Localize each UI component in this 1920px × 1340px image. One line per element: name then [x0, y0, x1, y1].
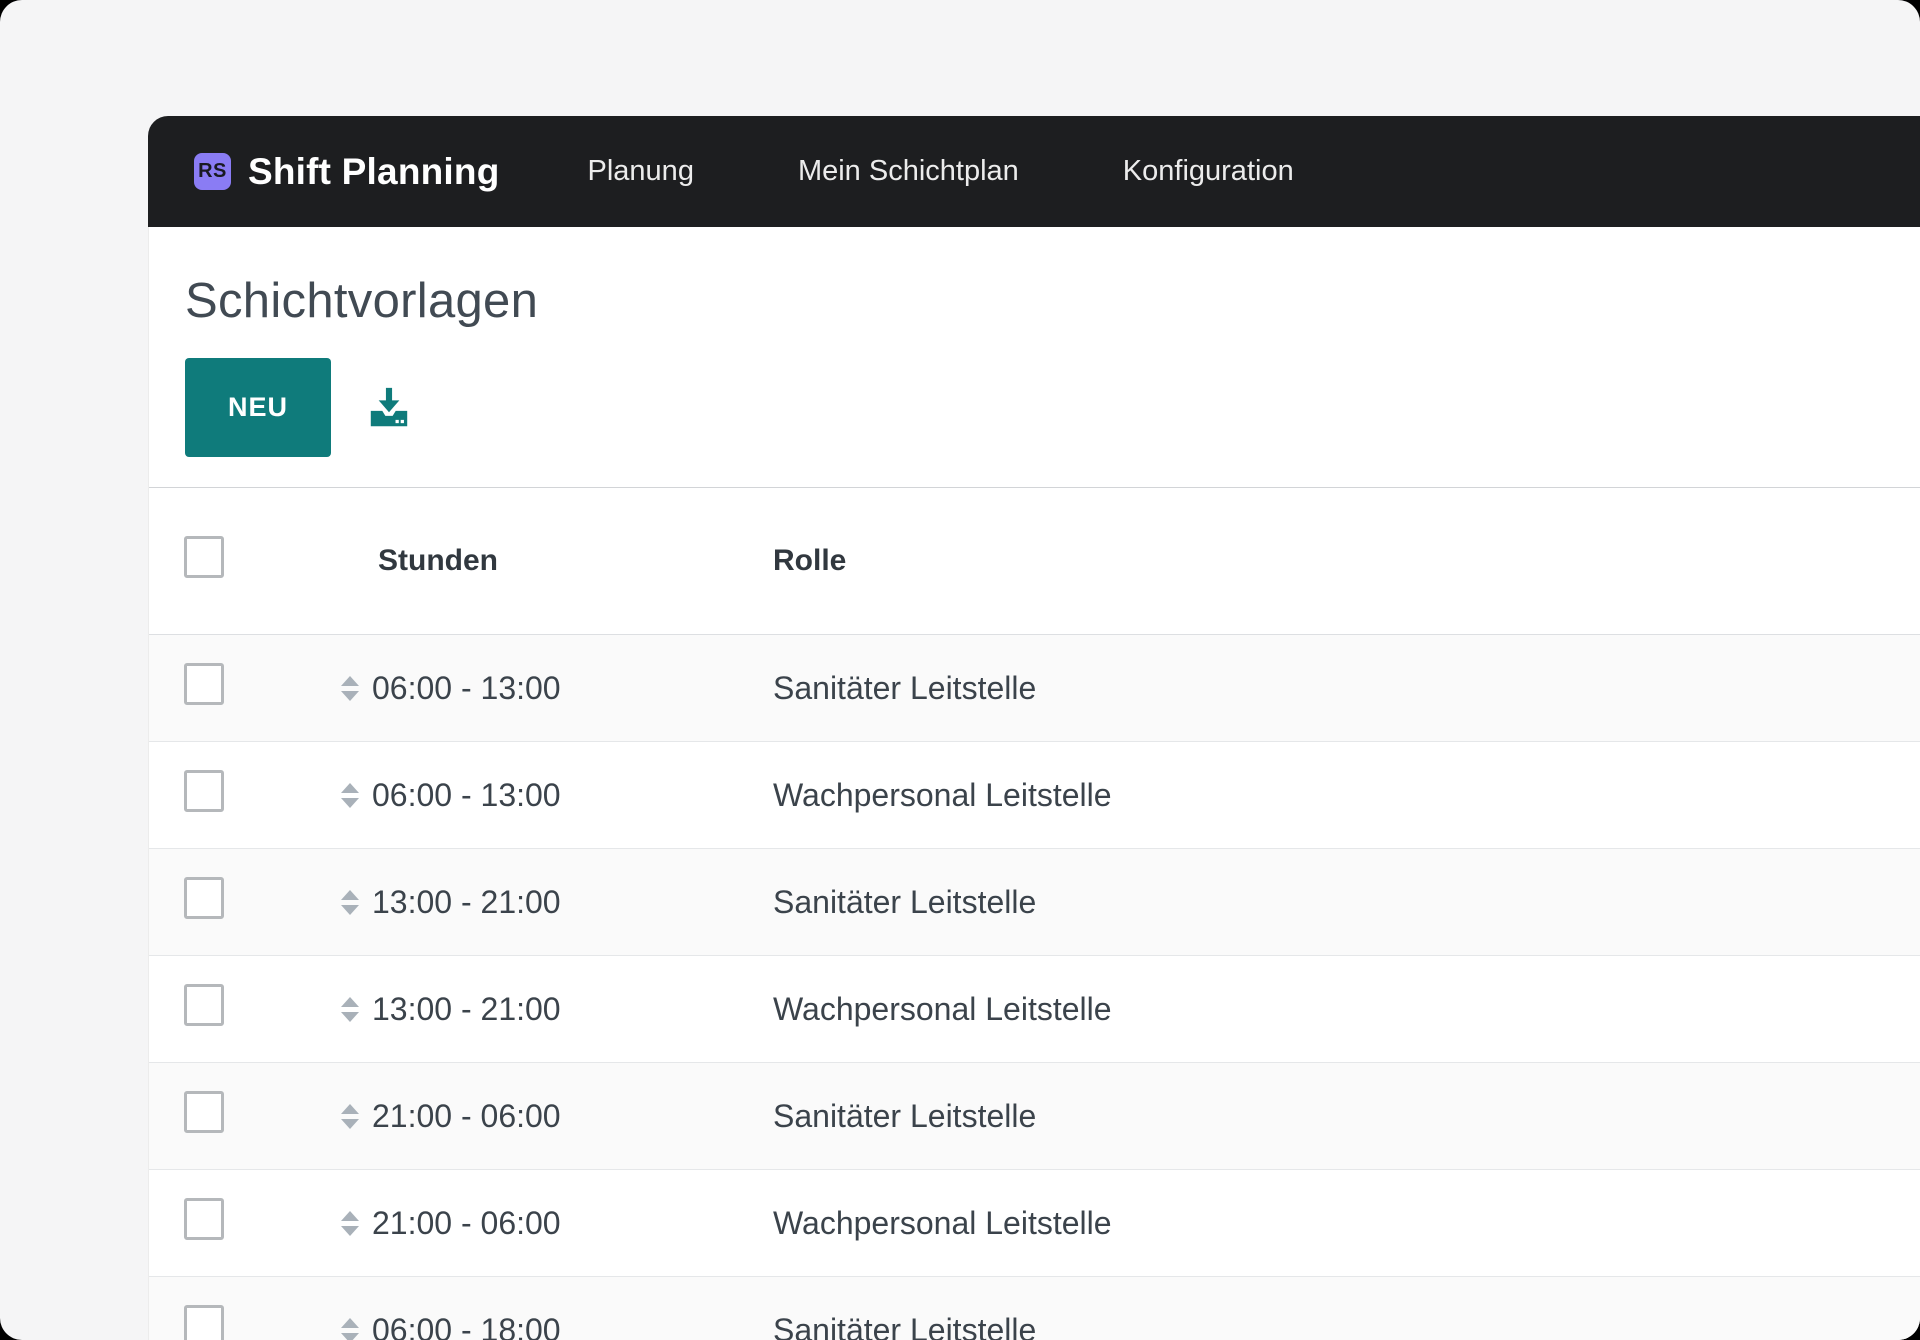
row-checkbox[interactable] [184, 877, 224, 919]
nav-item-planung[interactable]: Planung [587, 155, 694, 187]
row-role: Wachpersonal Leitstelle [772, 1169, 1920, 1277]
main-content: Schichtvorlagen NEU Stunden Rolle [148, 227, 1920, 1340]
row-checkbox[interactable] [184, 1091, 224, 1133]
table-row[interactable]: 21:00 - 06:00 Sanitäter Leitstelle [149, 1062, 1920, 1170]
sort-handle-icon[interactable] [341, 889, 359, 915]
row-hours: 13:00 - 21:00 [372, 883, 561, 920]
row-hours: 21:00 - 06:00 [372, 1204, 561, 1241]
row-checkbox[interactable] [184, 770, 224, 812]
row-hours: 21:00 - 06:00 [372, 1097, 561, 1134]
row-checkbox[interactable] [184, 984, 224, 1026]
sort-handle-icon[interactable] [341, 1317, 359, 1340]
table-row[interactable]: 06:00 - 18:00 Sanitäter Leitstelle [149, 1276, 1920, 1340]
row-checkbox[interactable] [184, 1305, 224, 1340]
table-row[interactable]: 06:00 - 13:00 Wachpersonal Leitstelle [149, 741, 1920, 849]
brand-link[interactable]: RS Shift Planning [194, 151, 500, 193]
sort-handle-icon[interactable] [341, 996, 359, 1022]
table-header-row: Stunden Rolle [149, 487, 1920, 635]
row-hours: 06:00 - 13:00 [372, 669, 561, 706]
toolbar: NEU [185, 358, 1920, 457]
row-hours: 06:00 - 18:00 [372, 1311, 561, 1340]
nav-item-konfiguration[interactable]: Konfiguration [1122, 155, 1294, 187]
main-nav: Planung Mein Schichtplan Konfiguration [588, 155, 1294, 188]
page-title: Schichtvorlagen [185, 274, 539, 328]
top-navbar: RS Shift Planning Planung Mein Schichtpl… [148, 116, 1920, 227]
sort-handle-icon[interactable] [341, 1210, 359, 1236]
row-role: Sanitäter Leitstelle [772, 1276, 1920, 1340]
row-role: Wachpersonal Leitstelle [772, 741, 1920, 849]
row-role: Wachpersonal Leitstelle [772, 955, 1920, 1063]
row-role: Sanitäter Leitstelle [772, 634, 1920, 742]
row-checkbox[interactable] [184, 663, 224, 705]
row-checkbox[interactable] [184, 1198, 224, 1240]
nav-item-mein-schichtplan[interactable]: Mein Schichtplan [797, 155, 1019, 187]
sort-handle-icon[interactable] [341, 1103, 359, 1129]
new-button[interactable]: NEU [185, 358, 331, 457]
table-body: 06:00 - 13:00 Sanitäter Leitstelle 06:00… [149, 634, 1920, 1340]
column-header-stunden: Stunden [331, 487, 772, 635]
row-role: Sanitäter Leitstelle [772, 848, 1920, 956]
shift-templates-table: Stunden Rolle 06:00 - 13:00 Sanitäter Le… [149, 487, 1920, 1340]
app-title: Shift Planning [248, 150, 500, 192]
row-hours: 06:00 - 13:00 [372, 776, 561, 813]
table-row[interactable]: 13:00 - 21:00 Wachpersonal Leitstelle [149, 955, 1920, 1063]
rs-logo-badge: RS [194, 153, 231, 190]
sort-handle-icon[interactable] [341, 782, 359, 808]
row-hours: 13:00 - 21:00 [372, 990, 561, 1027]
column-header-rolle: Rolle [772, 487, 1920, 635]
select-all-checkbox[interactable] [184, 536, 224, 578]
row-role: Sanitäter Leitstelle [772, 1062, 1920, 1170]
download-icon[interactable] [366, 384, 412, 432]
sort-handle-icon[interactable] [341, 675, 359, 701]
table-row[interactable]: 06:00 - 13:00 Sanitäter Leitstelle [149, 634, 1920, 742]
table-row[interactable]: 21:00 - 06:00 Wachpersonal Leitstelle [149, 1169, 1920, 1277]
table-row[interactable]: 13:00 - 21:00 Sanitäter Leitstelle [149, 848, 1920, 956]
